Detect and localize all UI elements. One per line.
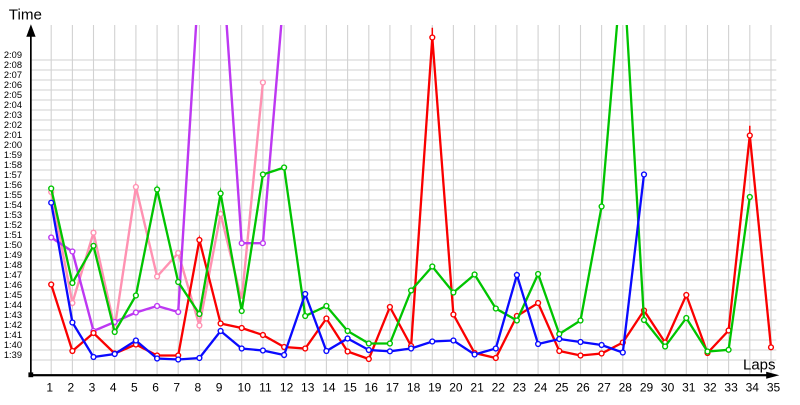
svg-text:1:49: 1:49 [4, 250, 22, 260]
svg-text:1:45: 1:45 [4, 290, 22, 300]
svg-text:24: 24 [534, 381, 548, 395]
svg-text:5: 5 [131, 381, 138, 395]
svg-text:16: 16 [365, 381, 379, 395]
svg-text:17: 17 [386, 381, 400, 395]
svg-text:9: 9 [216, 381, 223, 395]
svg-text:1:41: 1:41 [4, 330, 22, 340]
svg-text:1:44: 1:44 [4, 300, 22, 310]
svg-text:3: 3 [89, 381, 96, 395]
svg-text:11: 11 [259, 381, 272, 395]
svg-text:10: 10 [238, 381, 252, 395]
svg-text:2: 2 [68, 381, 75, 395]
svg-text:15: 15 [343, 381, 357, 395]
svg-text:6: 6 [152, 381, 159, 395]
svg-text:1:50: 1:50 [4, 240, 22, 250]
svg-text:26: 26 [576, 381, 590, 395]
svg-text:1:46: 1:46 [4, 280, 22, 290]
svg-text:1:58: 1:58 [4, 160, 22, 170]
svg-text:1:55: 1:55 [4, 190, 22, 200]
svg-text:19: 19 [428, 381, 442, 395]
svg-text:1: 1 [46, 381, 53, 395]
svg-text:31: 31 [682, 381, 696, 395]
svg-text:2:02: 2:02 [4, 120, 22, 130]
svg-text:14: 14 [322, 381, 336, 395]
svg-text:1:54: 1:54 [4, 200, 22, 210]
svg-text:1:57: 1:57 [4, 170, 22, 180]
svg-text:1:47: 1:47 [4, 270, 22, 280]
svg-text:2:06: 2:06 [4, 80, 22, 90]
svg-text:35: 35 [767, 381, 781, 395]
svg-text:2:09: 2:09 [4, 50, 22, 60]
svg-text:28: 28 [619, 381, 633, 395]
svg-text:12: 12 [280, 381, 294, 395]
svg-text:23: 23 [513, 381, 527, 395]
svg-text:2:00: 2:00 [4, 140, 22, 150]
svg-text:1:59: 1:59 [4, 150, 22, 160]
svg-text:2:03: 2:03 [4, 110, 22, 120]
svg-text:20: 20 [449, 381, 463, 395]
svg-text:13: 13 [301, 381, 315, 395]
svg-text:1:53: 1:53 [4, 210, 22, 220]
svg-text:2:01: 2:01 [4, 130, 22, 140]
svg-text:21: 21 [470, 381, 484, 395]
svg-text:30: 30 [661, 381, 675, 395]
svg-text:2:05: 2:05 [4, 90, 22, 100]
svg-text:34: 34 [746, 381, 760, 395]
svg-text:22: 22 [492, 381, 506, 395]
svg-text:2:04: 2:04 [4, 100, 22, 110]
svg-text:1:52: 1:52 [4, 220, 22, 230]
svg-text:25: 25 [555, 381, 569, 395]
svg-text:Time: Time [9, 7, 42, 24]
svg-text:1:48: 1:48 [4, 260, 22, 270]
svg-text:2:08: 2:08 [4, 60, 22, 70]
svg-text:7: 7 [173, 381, 180, 395]
svg-text:Laps: Laps [743, 357, 776, 374]
svg-text:33: 33 [724, 381, 738, 395]
svg-text:1:56: 1:56 [4, 180, 22, 190]
svg-text:8: 8 [195, 381, 202, 395]
svg-text:18: 18 [407, 381, 421, 395]
svg-text:32: 32 [703, 381, 717, 395]
svg-text:1:43: 1:43 [4, 310, 22, 320]
svg-text:1:40: 1:40 [4, 340, 22, 350]
svg-text:1:42: 1:42 [4, 320, 22, 330]
svg-text:27: 27 [597, 381, 611, 395]
svg-text:2:07: 2:07 [4, 70, 22, 80]
svg-text:4: 4 [110, 381, 117, 395]
svg-text:29: 29 [640, 381, 654, 395]
svg-text:1:39: 1:39 [4, 350, 22, 360]
svg-text:1:51: 1:51 [4, 230, 22, 240]
